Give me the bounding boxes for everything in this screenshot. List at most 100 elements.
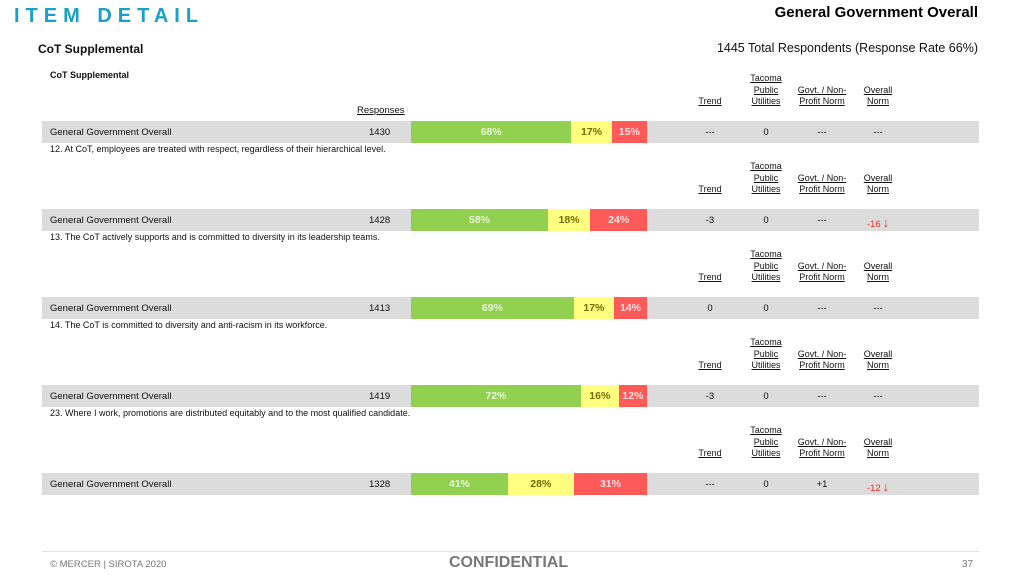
column-header-overall-norm: Overall Norm: [852, 173, 904, 196]
copyright: © MERCER | SIROTA 2020: [50, 559, 167, 570]
govt-norm-value-text: ---: [817, 215, 827, 226]
column-header-overall-norm: Overall Norm: [852, 261, 904, 284]
tacoma-public-utilities-value: 0: [742, 479, 790, 490]
column-header-overall-norm-line: Overall: [863, 172, 893, 183]
footer-divider: [42, 551, 979, 552]
trend-value-text: 0: [707, 303, 713, 314]
stacked-bar: 58% 18% 24%: [411, 209, 647, 231]
neutral-segment: 16%: [580, 385, 619, 407]
column-header-govt-nonprofit-norm-line: Profit Norm: [799, 272, 845, 282]
neutral-segment: 18%: [547, 209, 591, 231]
column-header-tacoma-public-utilities-line: Public: [753, 172, 779, 183]
column-header-trend: Trend: [692, 184, 728, 196]
overall-norm-value: -12 ↓: [852, 479, 904, 494]
govt-norm-value: ---: [790, 215, 854, 226]
unfavorable-segment: 12%: [618, 385, 647, 407]
row-label: General Government Overall: [50, 479, 172, 490]
confidential-label: CONFIDENTIAL: [449, 554, 569, 571]
column-header-overall-norm: Overall Norm: [852, 437, 904, 460]
column-header-govt-nonprofit-norm-line: Profit Norm: [799, 448, 845, 458]
favorable-segment: 41%: [411, 473, 508, 495]
column-header-trend: Trend: [692, 96, 728, 108]
column-header-overall-norm-line: Overall: [863, 260, 893, 271]
trend-value: -3: [692, 391, 728, 402]
overall-norm-value-text: ---: [873, 391, 883, 402]
response-count: 1419: [369, 391, 391, 402]
column-header-tacoma-public-utilities: Tacoma Public Utilities: [742, 161, 790, 196]
response-count: 1430: [369, 127, 391, 138]
column-header-trend-line: Trend: [698, 96, 722, 106]
neutral-segment: 17%: [571, 121, 612, 143]
neutral-segment: 28%: [507, 473, 574, 495]
trend-value-text: ---: [705, 479, 715, 490]
column-header-trend-line: Trend: [698, 360, 722, 370]
govt-norm-value-text: +1: [816, 479, 828, 490]
stacked-bar: 72% 16% 12%: [411, 385, 647, 407]
responses-column-header: Responses: [357, 105, 405, 116]
trend-value: 0: [692, 303, 728, 314]
column-header-tacoma-public-utilities: Tacoma Public Utilities: [742, 425, 790, 460]
column-header-govt-nonprofit-norm-line: Govt. / Non-: [797, 84, 847, 95]
trend-value-text: -3: [705, 215, 715, 226]
column-header-govt-nonprofit-norm-line: Profit Norm: [799, 184, 845, 194]
govt-norm-value: +1: [790, 479, 854, 490]
overall-norm-value: -16 ↓: [852, 215, 904, 230]
column-header-trend: Trend: [692, 448, 728, 460]
unfavorable-segment: 14%: [613, 297, 647, 319]
govt-norm-value-text: ---: [817, 127, 827, 138]
favorable-segment: 58%: [411, 209, 548, 231]
page-title: ITEM DETAIL: [14, 5, 205, 27]
column-header-tacoma-public-utilities-line: Utilities: [751, 184, 781, 194]
column-header-govt-nonprofit-norm: Govt. / Non- Profit Norm: [790, 437, 854, 460]
tacoma-public-utilities-value-text: 0: [763, 479, 769, 490]
respondents-summary: 1445 Total Respondents (Response Rate 66…: [716, 41, 978, 55]
column-header-tacoma-public-utilities-line: Tacoma: [750, 249, 782, 259]
overall-norm-value: ---: [852, 127, 904, 138]
tacoma-public-utilities-value: 0: [742, 127, 790, 138]
column-header-tacoma-public-utilities-line: Utilities: [751, 360, 781, 370]
favorable-segment: 68%: [411, 121, 572, 143]
question-text: 12. At CoT, employees are treated with r…: [50, 144, 386, 154]
govt-norm-value-text: ---: [817, 303, 827, 314]
table-row: General Government Overall 1419 72% 16% 12% -…: [42, 385, 979, 407]
trend-value: ---: [692, 127, 728, 138]
response-count: 1428: [369, 215, 391, 226]
column-header-tacoma-public-utilities-line: Tacoma: [750, 73, 782, 83]
column-header-govt-nonprofit-norm-line: Govt. / Non-: [797, 172, 847, 183]
column-header-tacoma-public-utilities: Tacoma Public Utilities: [742, 73, 790, 108]
row-label: General Government Overall: [50, 391, 172, 402]
page-number: 37: [962, 559, 974, 570]
row-label: General Government Overall: [50, 127, 172, 138]
response-count: 1328: [369, 479, 391, 490]
govt-norm-value: ---: [790, 391, 854, 402]
tacoma-public-utilities-value: 0: [742, 303, 790, 314]
column-header-overall-norm-line: Norm: [867, 272, 889, 282]
table-row: General Government Overall 1430 68% 17% 15% -…: [42, 121, 979, 143]
column-header-tacoma-public-utilities-line: Utilities: [751, 96, 781, 106]
column-header-trend-line: Trend: [698, 272, 722, 282]
tacoma-public-utilities-value-text: 0: [763, 303, 769, 314]
govt-norm-value: ---: [790, 127, 854, 138]
down-arrow-icon: ↓: [882, 479, 890, 494]
column-header-overall-norm-line: Overall: [863, 84, 893, 95]
column-header-govt-nonprofit-norm-line: Govt. / Non-: [797, 260, 847, 271]
govt-norm-value: ---: [790, 303, 854, 314]
row-label: General Government Overall: [50, 303, 172, 314]
column-header-tacoma-public-utilities-line: Tacoma: [750, 337, 782, 347]
overall-norm-value-text: -16: [866, 219, 881, 230]
column-header-tacoma-public-utilities-line: Tacoma: [750, 425, 782, 435]
tacoma-public-utilities-value-text: 0: [763, 127, 769, 138]
table-row: General Government Overall 1413 69% 17% 14% 0…: [42, 297, 979, 319]
column-header-tacoma-public-utilities-line: Utilities: [751, 272, 781, 282]
column-header-govt-nonprofit-norm: Govt. / Non- Profit Norm: [790, 349, 854, 372]
section-label: CoT Supplemental: [50, 70, 130, 80]
stacked-bar: 41% 28% 31%: [411, 473, 647, 495]
column-header-govt-nonprofit-norm-line: Profit Norm: [799, 360, 845, 370]
column-header-overall-norm: Overall Norm: [852, 349, 904, 372]
row-label: General Government Overall: [50, 215, 172, 226]
column-header-govt-nonprofit-norm: Govt. / Non- Profit Norm: [790, 173, 854, 196]
column-header-overall-norm: Overall Norm: [852, 85, 904, 108]
stacked-bar: 68% 17% 15%: [411, 121, 647, 143]
column-header-tacoma-public-utilities: Tacoma Public Utilities: [742, 249, 790, 284]
column-header-govt-nonprofit-norm: Govt. / Non- Profit Norm: [790, 85, 854, 108]
